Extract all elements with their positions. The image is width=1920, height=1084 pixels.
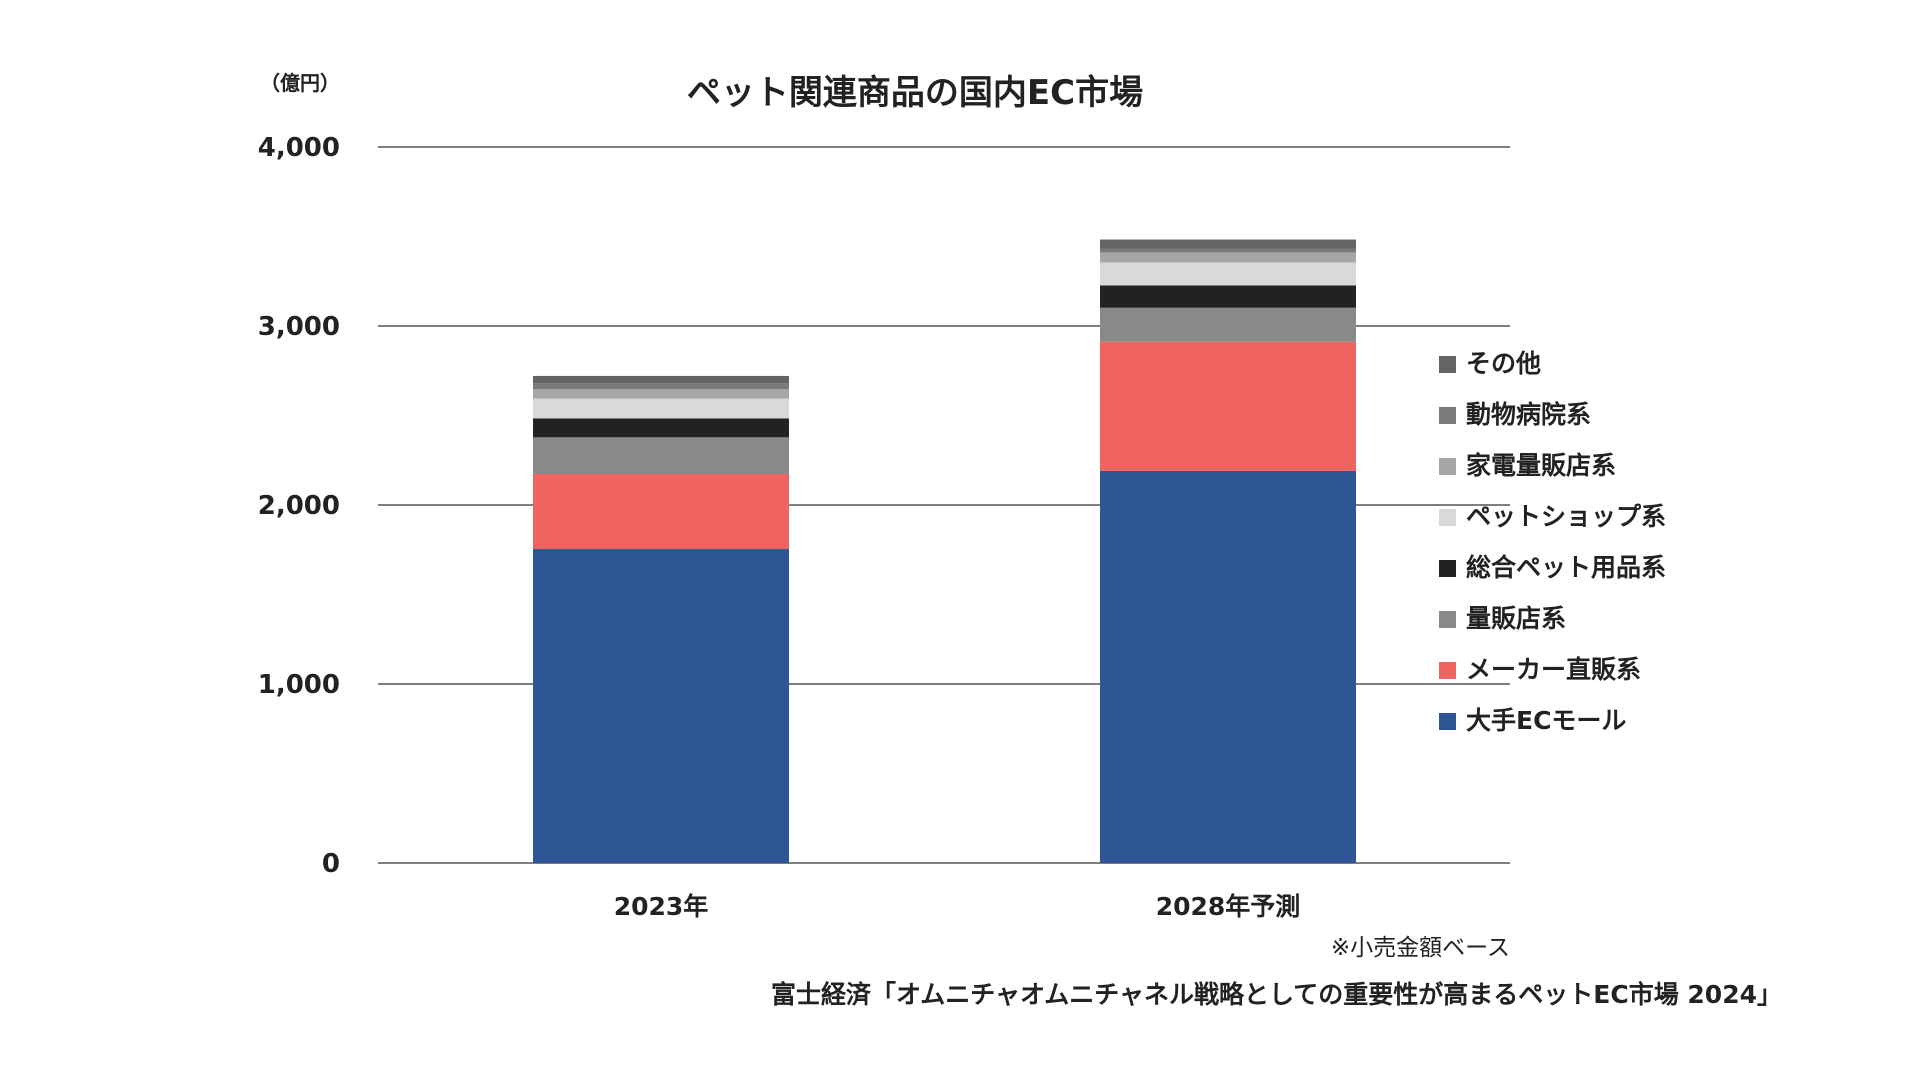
bar-segment (533, 418, 789, 438)
bar-segment (1100, 252, 1356, 263)
bar-segment (533, 383, 789, 390)
y-tick-label: 4,000 (258, 133, 340, 163)
legend-label: 量販店系 (1466, 604, 1566, 633)
legend-swatch (1439, 662, 1456, 679)
bar-segment (533, 549, 789, 863)
legend-label: 総合ペット用品系 (1466, 553, 1666, 582)
legend-swatch (1439, 509, 1456, 526)
x-tick-label: 2023年 (614, 892, 709, 921)
x-axis-labels: 2023年 2028年予測 (614, 892, 1301, 921)
source: 富士経済「オムニチャオムニチャネル戦略としての重要性が高まるペットEC市場 20… (771, 980, 1782, 1009)
legend-swatch (1439, 407, 1456, 424)
x-tick-label: 2028年予測 (1156, 892, 1301, 921)
legend-label: ペットショップ系 (1466, 502, 1666, 531)
bar-segment (1100, 341, 1356, 471)
y-axis-ticks: 0 1,000 2,000 3,000 4,000 (258, 133, 340, 879)
y-tick-label: 3,000 (258, 312, 340, 342)
y-tick-label: 2,000 (258, 491, 340, 521)
legend: その他動物病院系家電量販店系ペットショップ系総合ペット用品系量販店系メーカー直販… (1439, 349, 1666, 735)
bars (533, 239, 1356, 863)
bar-segment (533, 437, 789, 475)
bar-segment (533, 474, 789, 550)
legend-label: 大手ECモール (1466, 706, 1626, 735)
y-tick-label: 1,000 (258, 670, 340, 700)
bar-segment (1100, 285, 1356, 308)
bar-segment (1100, 239, 1356, 249)
legend-swatch (1439, 713, 1456, 730)
legend-swatch (1439, 458, 1456, 475)
bar-segment (1100, 470, 1356, 863)
unit-label: （億円） (260, 71, 340, 95)
legend-label: 家電量販店系 (1466, 451, 1616, 480)
chart-title: ペット関連商品の国内EC市場 (687, 73, 1143, 113)
bar-segment (533, 398, 789, 419)
bar-segment (533, 389, 789, 399)
bar-segment (1100, 248, 1356, 253)
legend-swatch (1439, 611, 1456, 628)
bar-segment (1100, 307, 1356, 342)
bar-segment (533, 375, 789, 384)
y-tick-label: 0 (322, 849, 340, 879)
legend-swatch (1439, 356, 1456, 373)
note: ※小売金額ベース (1331, 935, 1510, 961)
legend-swatch (1439, 560, 1456, 577)
bar-segment (1100, 262, 1356, 286)
legend-label: その他 (1466, 349, 1541, 378)
legend-label: 動物病院系 (1466, 400, 1591, 429)
legend-label: メーカー直販系 (1466, 655, 1641, 684)
